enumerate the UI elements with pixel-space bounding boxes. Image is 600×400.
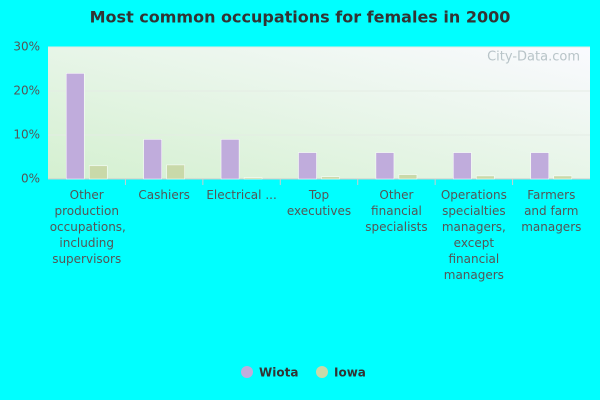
bar <box>143 139 162 180</box>
x-tick-label: Other production occupations, including … <box>49 188 126 266</box>
bar <box>166 164 185 180</box>
bar <box>65 73 85 180</box>
x-tick-label: Farmers and farm managers <box>521 188 582 234</box>
bar <box>398 174 418 180</box>
plot-area <box>48 47 590 179</box>
y-tick-label: 10% <box>13 128 40 142</box>
x-tick-label: Other financial specialists <box>365 188 428 234</box>
bar <box>243 177 263 180</box>
y-tick-label: 0% <box>21 172 40 186</box>
bar <box>298 152 317 180</box>
bar <box>530 152 550 180</box>
legend-label: Wiota <box>259 366 298 380</box>
bar <box>453 152 472 180</box>
x-tick-label: Cashiers <box>138 188 190 202</box>
bar <box>321 176 340 180</box>
legend-swatch <box>241 366 253 378</box>
legend-swatch <box>316 366 328 378</box>
bar <box>553 175 573 180</box>
bar <box>476 175 495 180</box>
x-tick-label: Operations specialties managers, except … <box>440 188 507 282</box>
x-tick-label: Electrical ... <box>206 188 277 202</box>
y-tick-label: 20% <box>13 84 40 98</box>
y-tick-label: 30% <box>13 40 40 54</box>
bar <box>220 139 240 180</box>
x-tick-label: Top executives <box>286 188 352 218</box>
chart-title: Most common occupations for females in 2… <box>90 8 511 27</box>
bar <box>375 152 395 180</box>
legend-label: Iowa <box>334 366 366 380</box>
bar <box>88 165 108 180</box>
watermark: City-Data.com <box>487 50 580 65</box>
